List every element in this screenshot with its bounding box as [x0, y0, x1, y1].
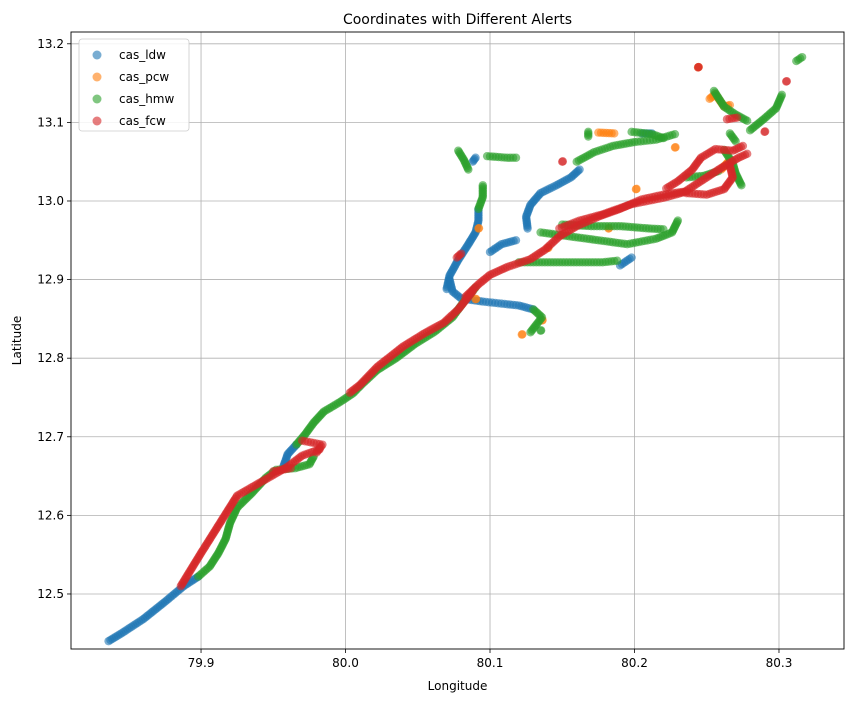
- data-point-cas_fcw: [286, 464, 295, 473]
- legend-marker-cas_hmw: [92, 94, 102, 104]
- series-cas_hmw: [193, 52, 807, 581]
- y-tick-label: 12.8: [37, 351, 64, 365]
- data-point-cas_hmw: [797, 52, 807, 62]
- data-point-cas_fcw: [742, 149, 752, 159]
- y-tick-label: 13.1: [37, 115, 64, 129]
- data-point-cas_fcw: [732, 113, 742, 122]
- y-tick-label: 12.5: [37, 587, 64, 601]
- data-point-cas_hmw: [731, 137, 740, 146]
- x-tick-label: 80.2: [621, 656, 648, 670]
- data-point-cas_hmw: [526, 328, 535, 337]
- data-point-cas_pcw: [610, 129, 619, 138]
- x-tick-label: 80.3: [766, 656, 793, 670]
- data-point-cas_ldw: [471, 153, 480, 162]
- x-tick-label: 79.9: [188, 656, 215, 670]
- y-tick-label: 12.6: [37, 508, 64, 522]
- data-point-cas_hmw: [659, 133, 668, 143]
- data-point-cas_hmw: [659, 225, 668, 234]
- y-tick-label: 12.7: [37, 430, 64, 444]
- data-point-cas_fcw: [760, 127, 770, 136]
- data-point-cas_pcw: [474, 223, 484, 233]
- data-point-cas_ldw: [575, 165, 584, 174]
- data-point-cas_ldw: [511, 236, 521, 245]
- legend-marker-cas_pcw: [92, 72, 102, 82]
- data-point-cas_hmw: [777, 90, 787, 100]
- data-point-cas_hmw: [584, 127, 593, 137]
- x-axis-title: Longitude: [428, 679, 488, 693]
- data-point-cas_fcw: [558, 157, 568, 166]
- legend-label-cas_ldw: cas_ldw: [119, 48, 166, 62]
- data-point-cas_fcw: [456, 249, 466, 258]
- data-point-cas_fcw: [312, 448, 321, 457]
- data-point-cas_hmw: [464, 165, 473, 174]
- data-point-cas_fcw: [694, 62, 703, 72]
- data-points: [104, 52, 807, 646]
- y-tick-label: 13.0: [37, 194, 64, 208]
- grid-lines: [71, 32, 844, 649]
- data-point-cas_ldw: [627, 253, 636, 262]
- data-point-cas_fcw: [738, 141, 748, 151]
- data-point-cas_hmw: [612, 256, 622, 265]
- data-point-cas_fcw: [725, 161, 735, 170]
- data-point-cas_pcw: [518, 330, 527, 339]
- y-tick-label: 13.2: [37, 37, 64, 51]
- data-point-cas_fcw: [782, 77, 791, 86]
- x-tick-label: 80.0: [332, 656, 359, 670]
- axis-ticks: 79.9 80.0 80.1 80.2 80.3 12.5 12.6 12.7 12.8 12.9…: [37, 37, 792, 670]
- legend-label-cas_pcw: cas_pcw: [119, 70, 169, 84]
- legend-label-cas_hmw: cas_hmw: [119, 92, 174, 106]
- legend-label-cas_fcw: cas_fcw: [119, 114, 166, 128]
- x-tick-label: 80.1: [477, 656, 504, 670]
- data-point-cas_hmw: [742, 116, 752, 126]
- data-point-cas_hmw: [511, 153, 521, 162]
- data-point-cas_pcw: [632, 184, 641, 194]
- series-cas_fcw: [176, 62, 791, 591]
- data-point-cas_hmw: [536, 326, 546, 335]
- data-point-cas_hmw: [737, 181, 746, 190]
- y-tick-label: 12.9: [37, 273, 64, 287]
- legend-marker-cas_fcw: [92, 116, 102, 126]
- data-point-cas_hmw: [670, 129, 680, 139]
- legend-marker-cas_ldw: [92, 50, 102, 60]
- y-axis-title: Latitude: [10, 316, 24, 365]
- chart-title: Coordinates with Different Alerts: [343, 12, 572, 28]
- plot-frame: [70, 31, 845, 650]
- data-point-cas_pcw: [471, 294, 481, 304]
- legend-box: [78, 38, 190, 132]
- data-point-cas_pcw: [671, 143, 680, 152]
- data-point-cas_hmw: [478, 181, 487, 190]
- data-point-cas_hmw: [673, 216, 683, 225]
- legend: cas_ldw cas_pcw cas_hmw cas_fcw: [78, 38, 190, 132]
